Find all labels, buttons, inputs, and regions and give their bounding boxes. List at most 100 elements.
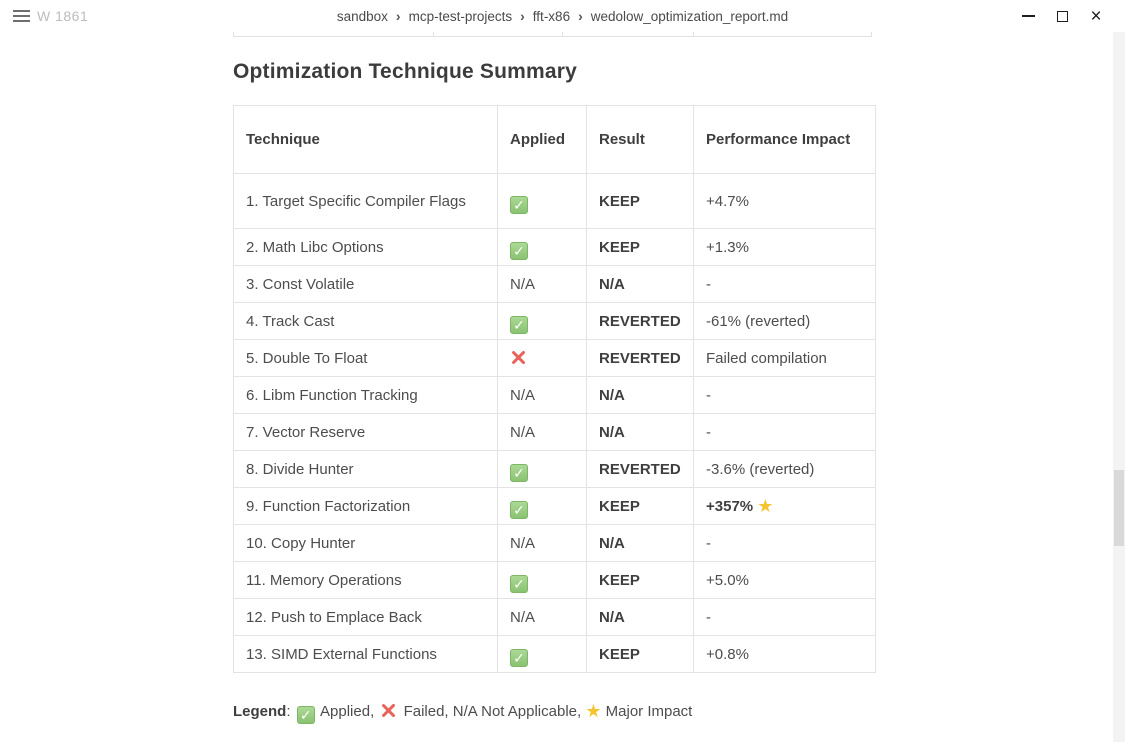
impact-cell: - [693, 413, 876, 451]
technique-cell: 6. Libm Function Tracking [233, 376, 498, 414]
breadcrumb-item[interactable]: fft-x86 [532, 9, 571, 24]
applied-cell: N/A [497, 413, 587, 451]
applied-cell: ✓ [497, 561, 587, 599]
menu-icon[interactable] [13, 10, 30, 25]
table-row: 12. Push to Emplace Back N/A N/A - [233, 598, 876, 636]
minimize-icon [1021, 15, 1035, 17]
result-cell: KEEP [586, 228, 694, 266]
result-cell: REVERTED [586, 339, 694, 377]
impact-cell: +0.8% [693, 635, 876, 673]
technique-cell: 1. Target Specific Compiler Flags [233, 173, 498, 229]
divider [233, 28, 234, 36]
table-row: 2. Math Libc Options ✓ KEEP +1.3% [233, 228, 876, 266]
check-icon: ✓ [510, 648, 528, 667]
applied-cell: ✓ [497, 450, 587, 488]
column-header: Technique [233, 105, 498, 174]
table-row: 10. Copy Hunter N/A N/A - [233, 524, 876, 562]
maximize-button[interactable] [1045, 0, 1079, 32]
technique-cell: 2. Math Libc Options [233, 228, 498, 266]
applied-cell: ✓ [497, 228, 587, 266]
table-row: 7. Vector Reserve N/A N/A - [233, 413, 876, 451]
applied-cell: ✓ [497, 302, 587, 340]
impact-cell: -61% (reverted) [693, 302, 876, 340]
impact-cell: - [693, 265, 876, 303]
impact-value: - [706, 275, 711, 293]
close-button[interactable]: × [1079, 0, 1113, 32]
technique-cell: 13. SIMD External Functions [233, 635, 498, 673]
technique-cell: 3. Const Volatile [233, 265, 498, 303]
impact-cell: +1.3% [693, 228, 876, 266]
table-row: 13. SIMD External Functions ✓ KEEP +0.8% [233, 635, 876, 673]
breadcrumb-separator-icon: › [520, 8, 525, 24]
divider [693, 28, 694, 36]
impact-cell: - [693, 524, 876, 562]
applied-cell: N/A [497, 376, 587, 414]
result-cell: N/A [586, 598, 694, 636]
star-icon: ★ [585, 701, 602, 721]
breadcrumb-separator-icon: › [578, 8, 583, 24]
divider [562, 28, 563, 36]
legend-label: Legend [233, 703, 287, 720]
impact-value: +0.8% [706, 645, 749, 663]
close-icon: × [1090, 5, 1102, 27]
result-cell: KEEP [586, 487, 694, 525]
result-cell: N/A [586, 265, 694, 303]
check-icon: ✓ [510, 241, 528, 260]
result-cell: REVERTED [586, 450, 694, 488]
check-icon: ✓ [296, 706, 315, 724]
result-cell: REVERTED [586, 302, 694, 340]
impact-cell: - [693, 376, 876, 414]
technique-cell: 5. Double To Float [233, 339, 498, 377]
check-icon: ✓ [510, 574, 528, 593]
minimize-button[interactable] [1011, 0, 1045, 32]
applied-cell: ✓ [497, 635, 587, 673]
star-icon: ★ [757, 495, 774, 516]
impact-cell: Failed compilation [693, 339, 876, 377]
cross-icon [380, 702, 397, 719]
divider [871, 28, 872, 36]
scrollbar-thumb[interactable] [1114, 470, 1124, 546]
check-icon: ✓ [510, 315, 528, 334]
applied-cell: N/A [497, 524, 587, 562]
impact-value: Failed compilation [706, 349, 827, 367]
impact-cell: +5.0% [693, 561, 876, 599]
check-icon: ✓ [510, 195, 528, 214]
impact-cell: +357% ★ [693, 487, 876, 525]
result-cell: KEEP [586, 561, 694, 599]
table-row: 4. Track Cast ✓ REVERTED -61% (reverted) [233, 302, 876, 340]
impact-value: -3.6% (reverted) [706, 460, 815, 478]
impact-value: +357% [706, 497, 754, 515]
check-icon: ✓ [510, 500, 528, 519]
technique-cell: 9. Function Factorization [233, 487, 498, 525]
impact-value: -61% (reverted) [706, 312, 811, 330]
table-row: 5. Double To Float REVERTED Failed compila… [233, 339, 876, 377]
document-view: Optimization Technique Summary Technique… [233, 25, 876, 724]
impact-value: +4.7% [706, 192, 749, 210]
check-icon: ✓ [510, 463, 528, 482]
column-header: Result [586, 105, 694, 174]
breadcrumb-item[interactable]: sandbox [336, 9, 388, 24]
impact-value: - [706, 534, 711, 552]
scrollbar-track[interactable] [1113, 32, 1125, 742]
applied-cell: N/A [497, 598, 587, 636]
result-cell: KEEP [586, 635, 694, 673]
applied-cell: ✓ [497, 487, 587, 525]
column-header: Performance Impact [693, 105, 876, 174]
impact-value: +5.0% [706, 571, 749, 589]
legend: Legend: ✓ Applied, Failed, N/A Not Appli… [233, 701, 693, 724]
technique-cell: 12. Push to Emplace Back [233, 598, 498, 636]
applied-cell [497, 339, 587, 377]
table-row: 9. Function Factorization ✓ KEEP +357% ★ [233, 487, 876, 525]
breadcrumb-item[interactable]: wedolow_optimization_report.md [590, 9, 789, 24]
breadcrumb: sandbox › mcp-test-projects › fft-x86 › wedolo… [337, 8, 788, 24]
technique-cell: 8. Divide Hunter [233, 450, 498, 488]
technique-cell: 4. Track Cast [233, 302, 498, 340]
breadcrumb-separator-icon: › [395, 8, 401, 24]
result-cell: KEEP [586, 173, 694, 229]
breadcrumb-item[interactable]: mcp-test-projects [408, 9, 513, 24]
impact-cell: +4.7% [693, 173, 876, 229]
result-cell: N/A [586, 376, 694, 414]
table-row: 3. Const Volatile N/A N/A - [233, 265, 876, 303]
impact-value: - [706, 423, 711, 441]
result-cell: N/A [586, 524, 694, 562]
